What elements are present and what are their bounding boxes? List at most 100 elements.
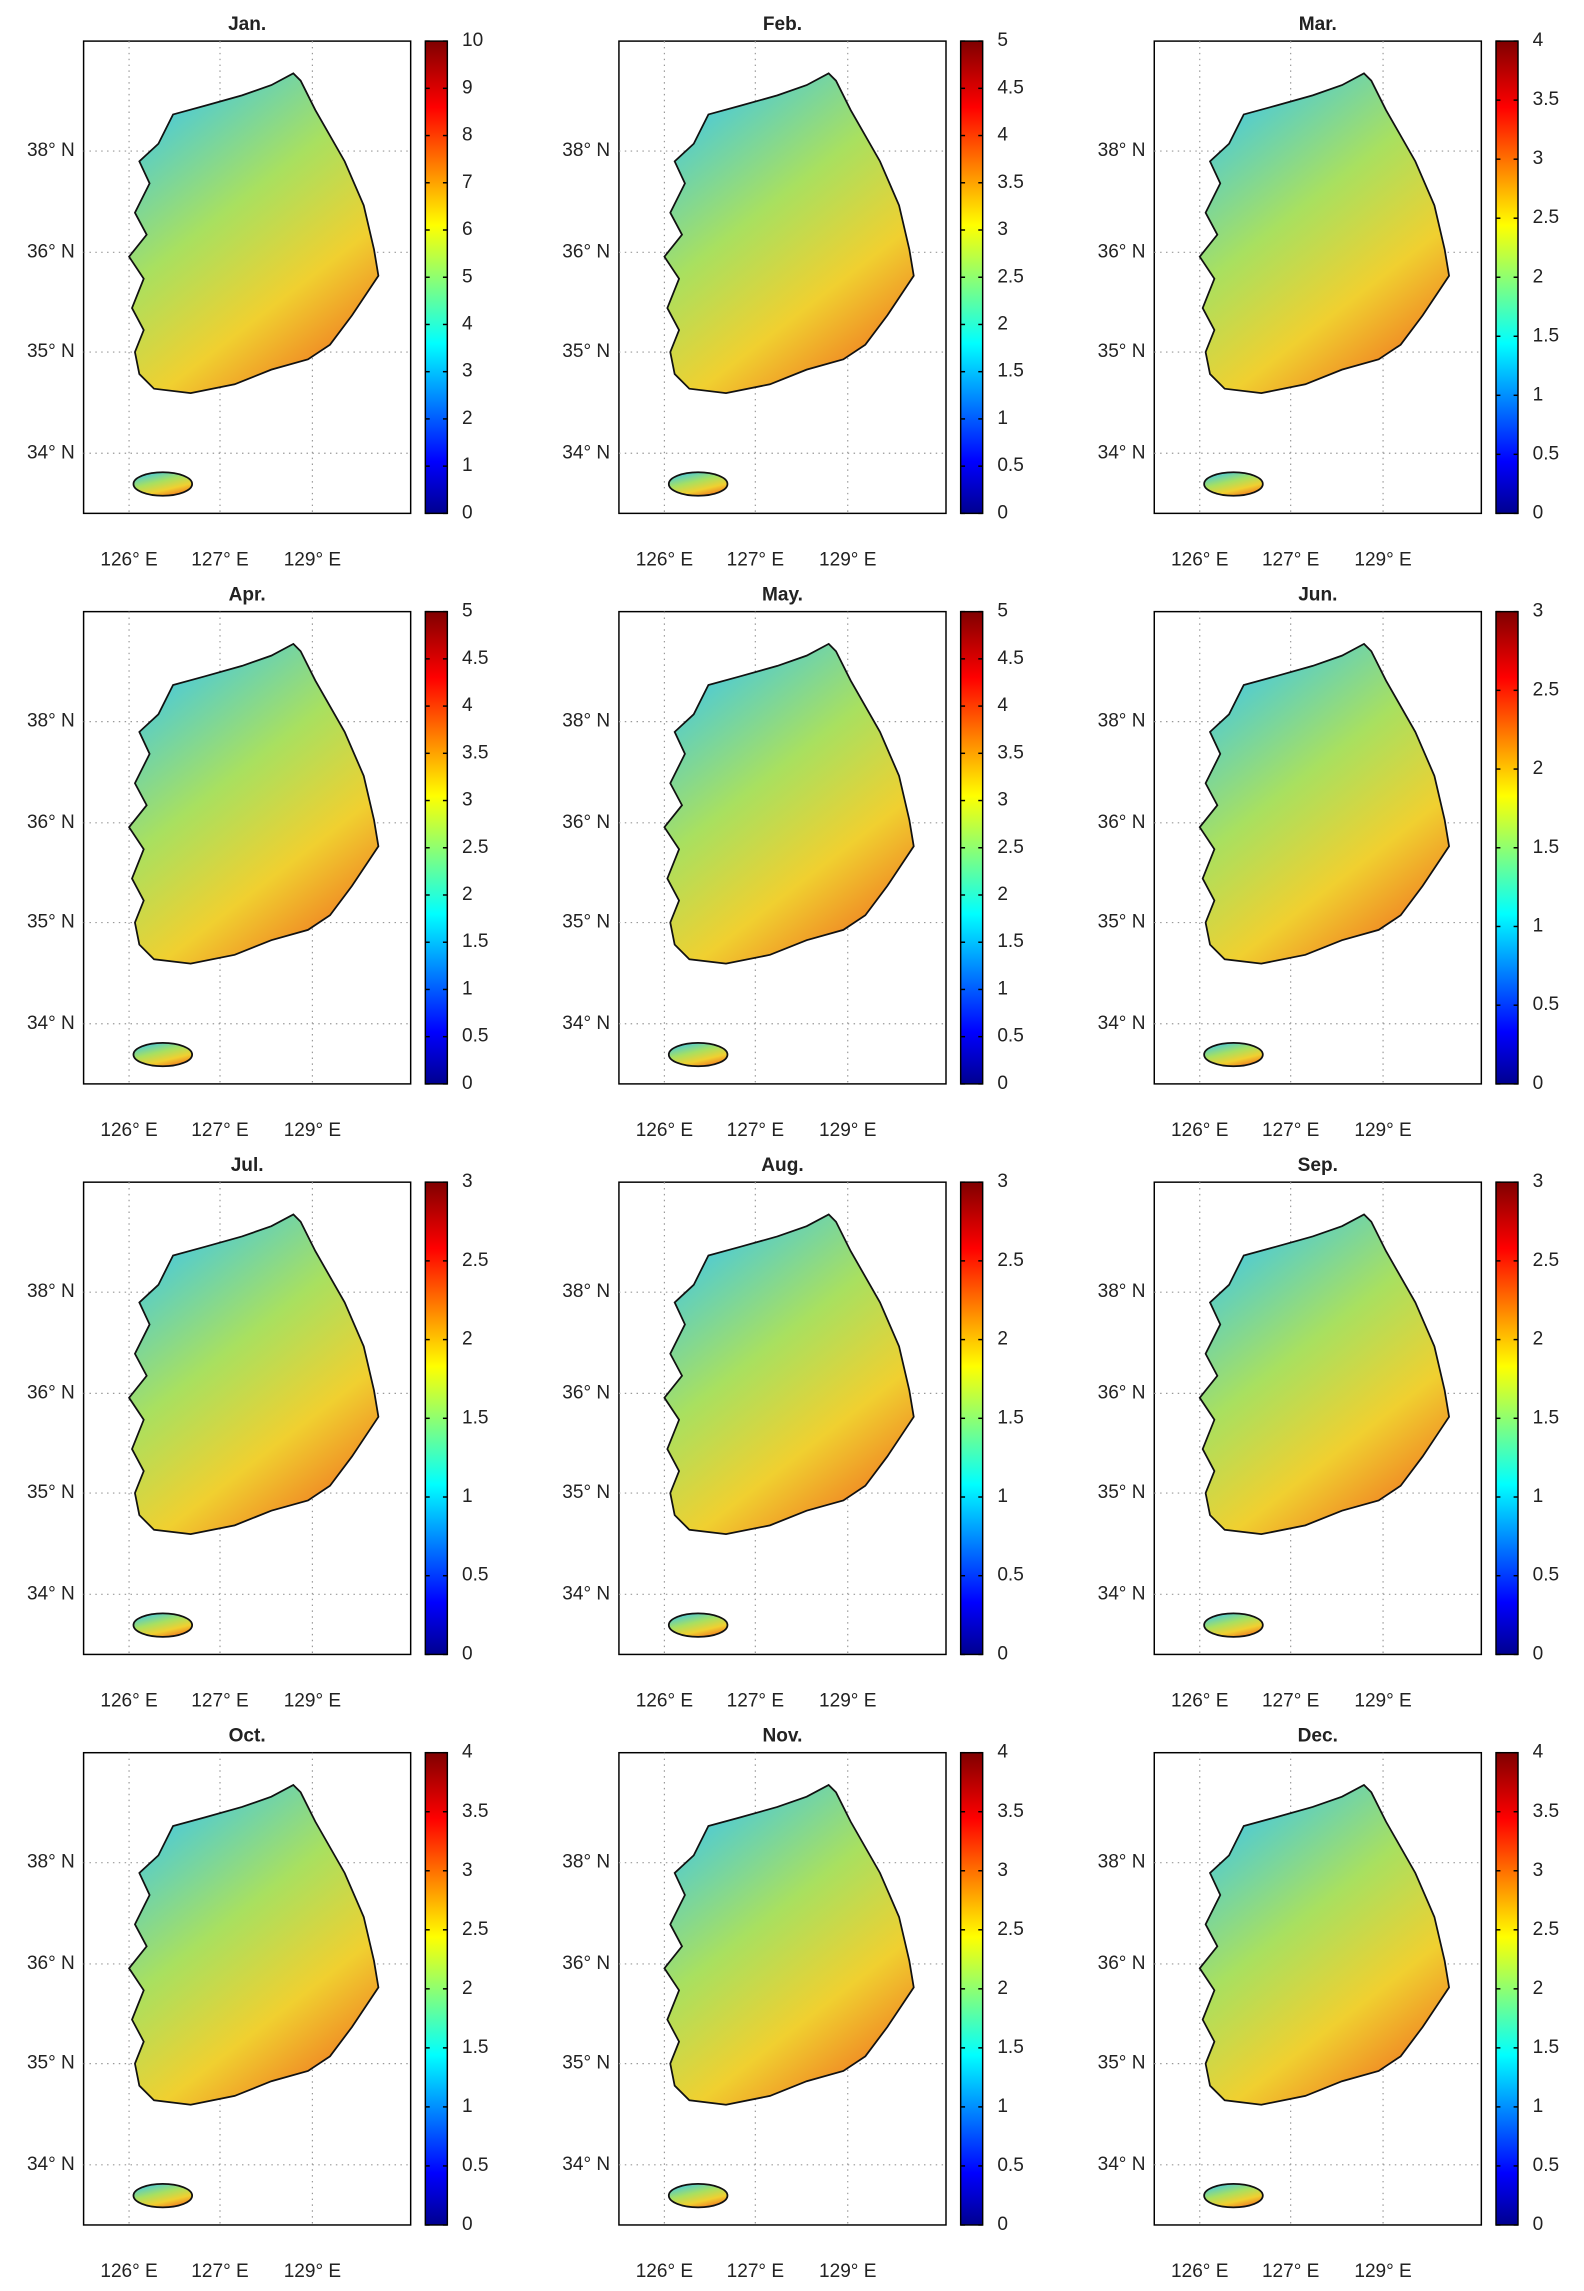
lat-label: 34° N bbox=[27, 2154, 75, 2175]
lon-label: 127° E bbox=[191, 549, 248, 570]
panel-title: Jun. bbox=[1298, 585, 1337, 606]
lat-label: 36° N bbox=[27, 812, 75, 833]
lon-label: 129° E bbox=[1354, 549, 1411, 570]
lon-label: 127° E bbox=[191, 2261, 248, 2282]
land-area bbox=[127, 72, 380, 394]
colorbar-label: 4 bbox=[997, 125, 1008, 146]
lon-label: 129° E bbox=[819, 2261, 876, 2282]
land-area bbox=[663, 72, 915, 394]
lat-label: 35° N bbox=[1098, 341, 1146, 362]
colorbar-label: 2 bbox=[462, 1329, 473, 1350]
lon-label: 129° E bbox=[819, 549, 876, 570]
lat-label: 36° N bbox=[1098, 1382, 1146, 1403]
lon-label: 129° E bbox=[284, 2261, 341, 2282]
colorbar-label: 2.5 bbox=[462, 1250, 488, 1271]
colorbar-label: 1.5 bbox=[462, 1407, 488, 1428]
colorbar-label: 2.5 bbox=[997, 1919, 1023, 1940]
colorbar-label: 0.5 bbox=[462, 2155, 488, 2176]
colorbar-label: 0.5 bbox=[997, 455, 1023, 476]
map-panel: Aug. 38° N 36° N 35° N 34° N 126° E 127° E 129°… bbox=[562, 1155, 1024, 1711]
colorbar-label: 3 bbox=[997, 790, 1008, 811]
lat-label: 35° N bbox=[27, 2053, 75, 2074]
colorbar-label: 3.5 bbox=[462, 742, 488, 763]
island bbox=[1203, 471, 1264, 497]
colorbar-label: 0 bbox=[1533, 1643, 1544, 1664]
panel-title: Feb. bbox=[763, 14, 802, 35]
colorbar-label: 1 bbox=[462, 455, 473, 476]
colorbar-label: 0.5 bbox=[1533, 2155, 1559, 2176]
lon-label: 126° E bbox=[100, 1120, 157, 1141]
map-panel: Mar. 38° N 36° N 35° N 34° N 126° E 127° E 129°… bbox=[1098, 14, 1560, 570]
colorbar-label: 0 bbox=[462, 2214, 473, 2235]
lat-label: 34° N bbox=[27, 442, 75, 463]
map-panel: Nov. 38° N 36° N 35° N 34° N 126° E 127° E 129°… bbox=[562, 1726, 1024, 2282]
land-area bbox=[663, 1213, 915, 1536]
island bbox=[1203, 1612, 1264, 1638]
colorbar-label: 2.5 bbox=[1533, 1250, 1559, 1271]
lat-label: 34° N bbox=[562, 2154, 610, 2175]
lat-label: 38° N bbox=[562, 1281, 610, 1302]
colorbar-label: 2 bbox=[1533, 1329, 1544, 1350]
lon-label: 126° E bbox=[100, 1690, 157, 1711]
colorbar-label: 2.5 bbox=[462, 837, 488, 858]
lat-label: 38° N bbox=[1098, 1281, 1146, 1302]
colorbar-label: 2 bbox=[997, 1329, 1008, 1350]
lon-label: 126° E bbox=[100, 549, 157, 570]
lat-label: 36° N bbox=[562, 1953, 610, 1974]
map-panel: Feb. 38° N 36° N 35° N 34° N 126° E 127° E 129°… bbox=[562, 14, 1024, 570]
lat-label: 34° N bbox=[1098, 1583, 1146, 1604]
lon-label: 127° E bbox=[1262, 2261, 1319, 2282]
lat-label: 34° N bbox=[1098, 2154, 1146, 2175]
lon-label: 126° E bbox=[1171, 2261, 1228, 2282]
colorbar-label: 0 bbox=[997, 1643, 1008, 1664]
lat-label: 38° N bbox=[1098, 1852, 1146, 1873]
colorbar-label: 0.5 bbox=[462, 1565, 488, 1586]
land-area bbox=[663, 642, 915, 965]
colorbar-label: 4 bbox=[462, 313, 473, 334]
island bbox=[132, 1041, 194, 1068]
colorbar-label: 2.5 bbox=[1533, 1919, 1559, 1940]
colorbar-label: 0.5 bbox=[1533, 994, 1559, 1015]
lat-label: 35° N bbox=[1098, 2053, 1146, 2074]
island bbox=[1203, 1041, 1264, 1068]
colorbar-label: 0.5 bbox=[997, 1565, 1023, 1586]
lat-label: 34° N bbox=[27, 1013, 75, 1034]
map-panel: Sep. 38° N 36° N 35° N 34° N 126° E 127° E 129°… bbox=[1098, 1155, 1560, 1711]
lat-label: 38° N bbox=[27, 1281, 75, 1302]
colorbar-label: 0 bbox=[997, 502, 1008, 523]
colorbar-label: 3 bbox=[462, 790, 473, 811]
lat-label: 36° N bbox=[562, 1382, 610, 1403]
lat-label: 36° N bbox=[27, 1953, 75, 1974]
colorbar-label: 5 bbox=[997, 30, 1008, 51]
lon-label: 129° E bbox=[284, 1690, 341, 1711]
colorbar-label: 1.5 bbox=[1533, 837, 1559, 858]
lon-label: 129° E bbox=[819, 1120, 876, 1141]
colorbar-label: 2 bbox=[997, 884, 1008, 905]
island bbox=[132, 2183, 194, 2209]
colorbar-label: 8 bbox=[462, 125, 473, 146]
lat-label: 38° N bbox=[1098, 711, 1146, 732]
lat-label: 35° N bbox=[27, 912, 75, 933]
colorbar-label: 4.5 bbox=[997, 648, 1023, 669]
colorbar-label: 3 bbox=[462, 361, 473, 382]
colorbar-label: 3 bbox=[1533, 1860, 1544, 1881]
colorbar-label: 1.5 bbox=[462, 931, 488, 952]
colorbar-label: 1 bbox=[462, 978, 473, 999]
colorbar-label: 1.5 bbox=[997, 361, 1023, 382]
panel-title: Oct. bbox=[229, 1726, 266, 1747]
island bbox=[132, 1612, 194, 1638]
colorbar-label: 1 bbox=[1533, 1486, 1544, 1507]
colorbar-label: 0 bbox=[462, 1073, 473, 1094]
colorbar-label: 0.5 bbox=[1533, 1565, 1559, 1586]
colorbar-label: 3.5 bbox=[1533, 1801, 1559, 1822]
lon-label: 126° E bbox=[100, 2261, 157, 2282]
colorbar-label: 4 bbox=[462, 695, 473, 716]
colorbar-label: 3 bbox=[1533, 601, 1544, 622]
lon-label: 127° E bbox=[191, 1690, 248, 1711]
colorbar-label: 2 bbox=[1533, 1978, 1544, 1999]
lat-label: 35° N bbox=[27, 341, 75, 362]
lon-label: 126° E bbox=[636, 549, 693, 570]
panel-title: Apr. bbox=[229, 585, 266, 606]
colorbar-label: 6 bbox=[462, 219, 473, 240]
